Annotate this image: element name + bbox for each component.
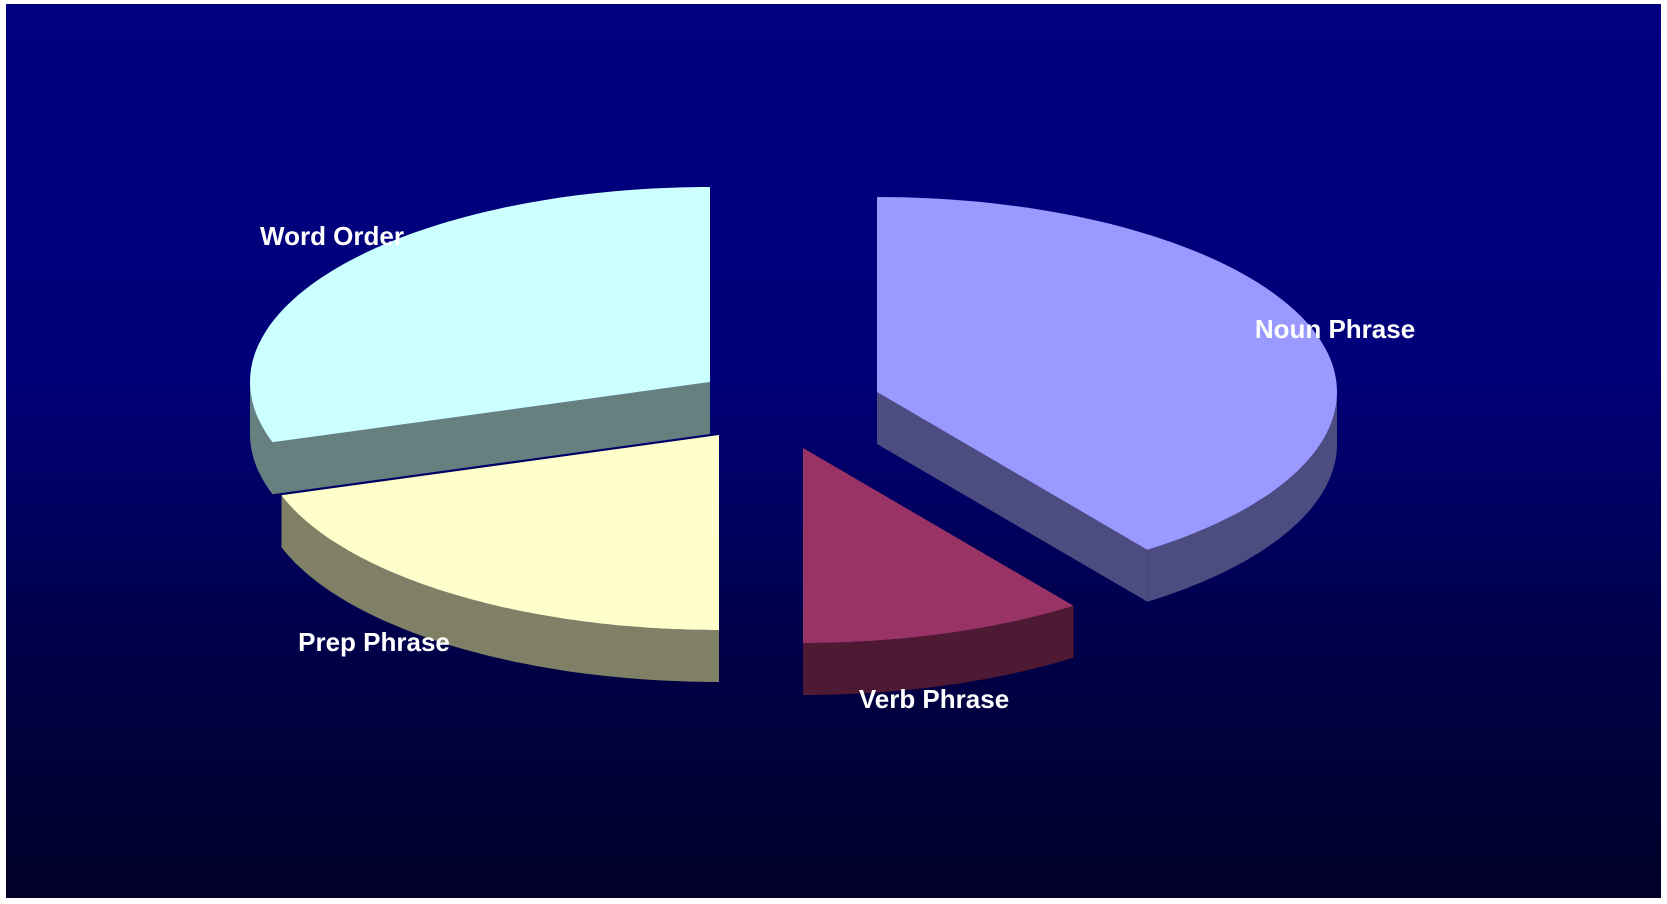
slice-noun-phrase: [877, 197, 1337, 550]
slice-side-noun-phrase: [877, 392, 1337, 602]
slice-rim-word-order: [250, 382, 273, 495]
slice-prep-phrase: [281, 435, 719, 630]
slice-label-word-order: Word Order: [260, 221, 404, 251]
slice-label-verb-phrase: Verb Phrase: [859, 684, 1009, 714]
slice-verb-phrase: [803, 448, 1074, 643]
slice-label-noun-phrase: Noun Phrase: [1255, 314, 1415, 344]
slice-wall-word-order-0: [272, 382, 710, 495]
slice-label-prep-phrase: Prep Phrase: [298, 627, 450, 657]
slice-word-order: [250, 187, 710, 443]
slice-rim-noun-phrase: [1147, 392, 1337, 602]
slice-side-word-order: [250, 382, 710, 495]
slice-wall-noun-phrase-1: [877, 392, 1148, 602]
pie-labels: Noun Phrase Verb Phrase Prep Phrase Word Or…: [260, 221, 1415, 714]
pie-tops: [250, 187, 1337, 643]
slice-rim-verb-phrase: [803, 605, 1074, 695]
slice-rim-prep-phrase: [281, 495, 719, 682]
